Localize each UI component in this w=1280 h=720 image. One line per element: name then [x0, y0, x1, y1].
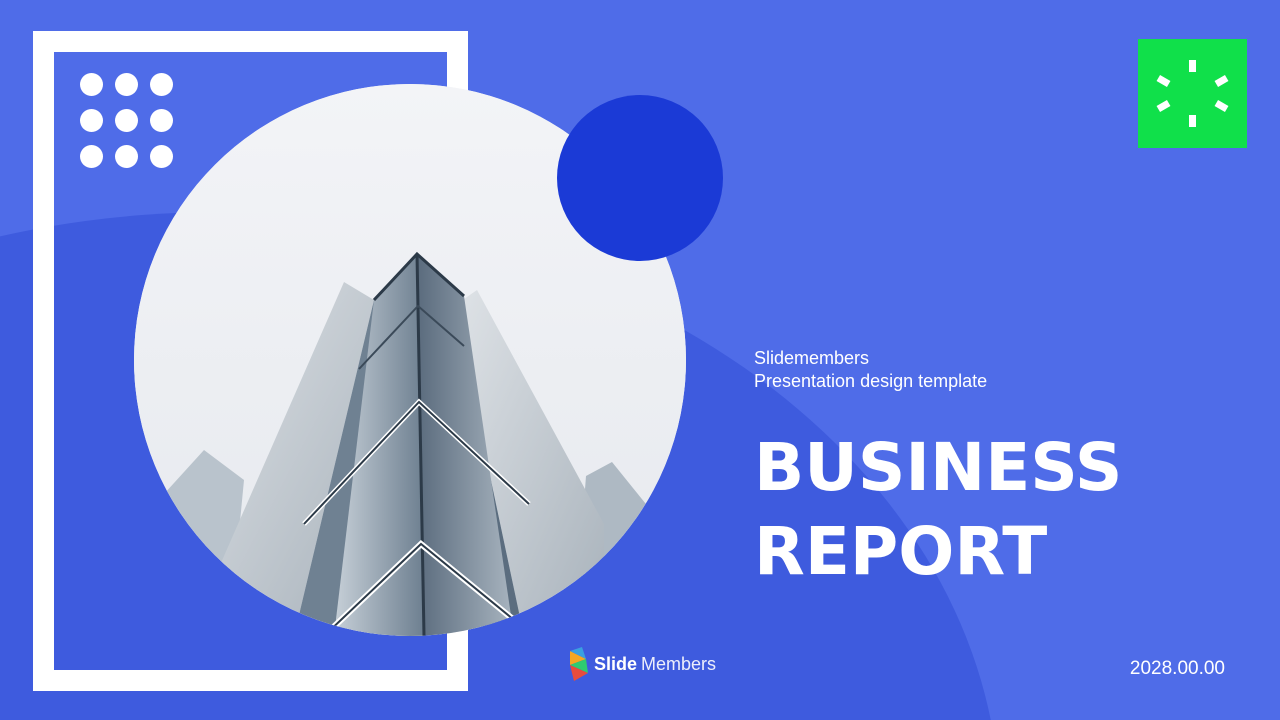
- sunburst-logo-icon: [1138, 39, 1247, 148]
- title-line-2: REPORT: [754, 513, 1048, 590]
- slide-date: 2028.00.00: [1129, 658, 1225, 679]
- title-line-1: BUSINESS: [754, 429, 1123, 506]
- dot: [115, 73, 138, 96]
- sunburst-icon-graphic: [1156, 60, 1229, 127]
- dot: [80, 73, 103, 96]
- dot-grid-icon: [80, 73, 173, 169]
- brand-members-text: Members: [641, 653, 717, 674]
- brand-watermark: Slide Members: [570, 646, 716, 682]
- accent-circle: [557, 95, 723, 261]
- dot: [115, 109, 138, 132]
- dot: [150, 145, 173, 168]
- dot: [115, 145, 138, 168]
- building-photo: [134, 84, 686, 636]
- subtitle-line-1: Slidemembers: [754, 348, 870, 368]
- dot: [80, 145, 103, 168]
- dot: [150, 109, 173, 132]
- slide-title: BUSINESS REPORT: [754, 426, 1122, 594]
- dot: [80, 109, 103, 132]
- dot: [150, 73, 173, 96]
- slidemembers-logo-icon: [570, 647, 588, 681]
- brand-slide-text: Slide: [594, 653, 638, 674]
- subtitle-line-2: Presentation design template: [754, 371, 988, 391]
- subtitle: Slidemembers Presentation design templat…: [754, 347, 987, 393]
